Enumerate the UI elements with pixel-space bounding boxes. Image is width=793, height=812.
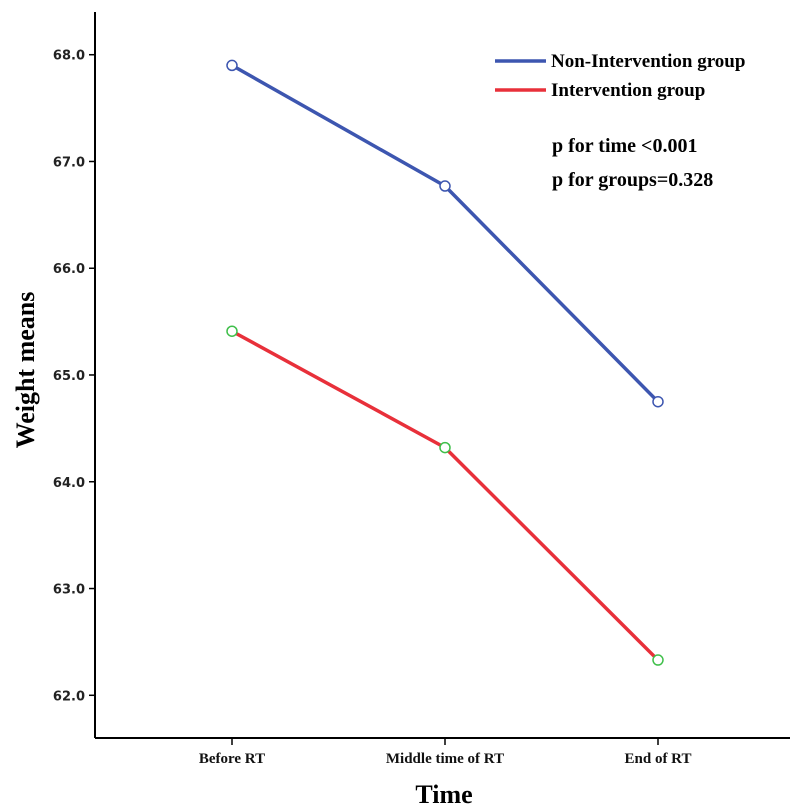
legend-label: Non-Intervention group [551, 51, 745, 72]
series-layer [226, 59, 664, 666]
series-line [231, 63, 660, 403]
y-tick-label: 67.0 [53, 155, 85, 170]
data-point [439, 180, 451, 192]
y-axis-ticks: 62.0 63.0 64.0 65.0 66.0 67.0 68.0 [53, 49, 95, 704]
annotations: p for time <0.001 p for groups=0.328 [552, 135, 713, 191]
x-tick-label: Before RT [199, 751, 265, 767]
data-point [226, 59, 238, 72]
y-tick-label: 68.0 [53, 49, 85, 64]
y-tick-label: 66.0 [53, 262, 85, 277]
series-line [231, 329, 660, 662]
x-axis-title: Time [415, 780, 472, 809]
y-tick-label: 65.0 [53, 369, 85, 384]
legend: Non-Intervention group Intervention group [495, 51, 745, 101]
data-point [652, 395, 664, 408]
y-tick-label: 62.0 [53, 689, 85, 704]
legend-label: Intervention group [551, 80, 705, 101]
data-point [439, 441, 451, 454]
y-tick-label: 64.0 [53, 476, 85, 491]
y-tick-label: 63.0 [53, 583, 85, 598]
data-point [652, 654, 664, 666]
x-axis-ticks: Before RT Middle time of RT End of RT [199, 738, 692, 767]
annotation-text: p for time <0.001 [552, 135, 697, 157]
x-tick-label: End of RT [625, 751, 692, 767]
data-point [226, 325, 238, 337]
y-axis-title: Weight means [11, 292, 40, 449]
annotation-text: p for groups=0.328 [552, 169, 713, 191]
series-1 [226, 59, 664, 408]
series-2 [226, 325, 664, 666]
x-tick-label: Middle time of RT [386, 751, 504, 767]
